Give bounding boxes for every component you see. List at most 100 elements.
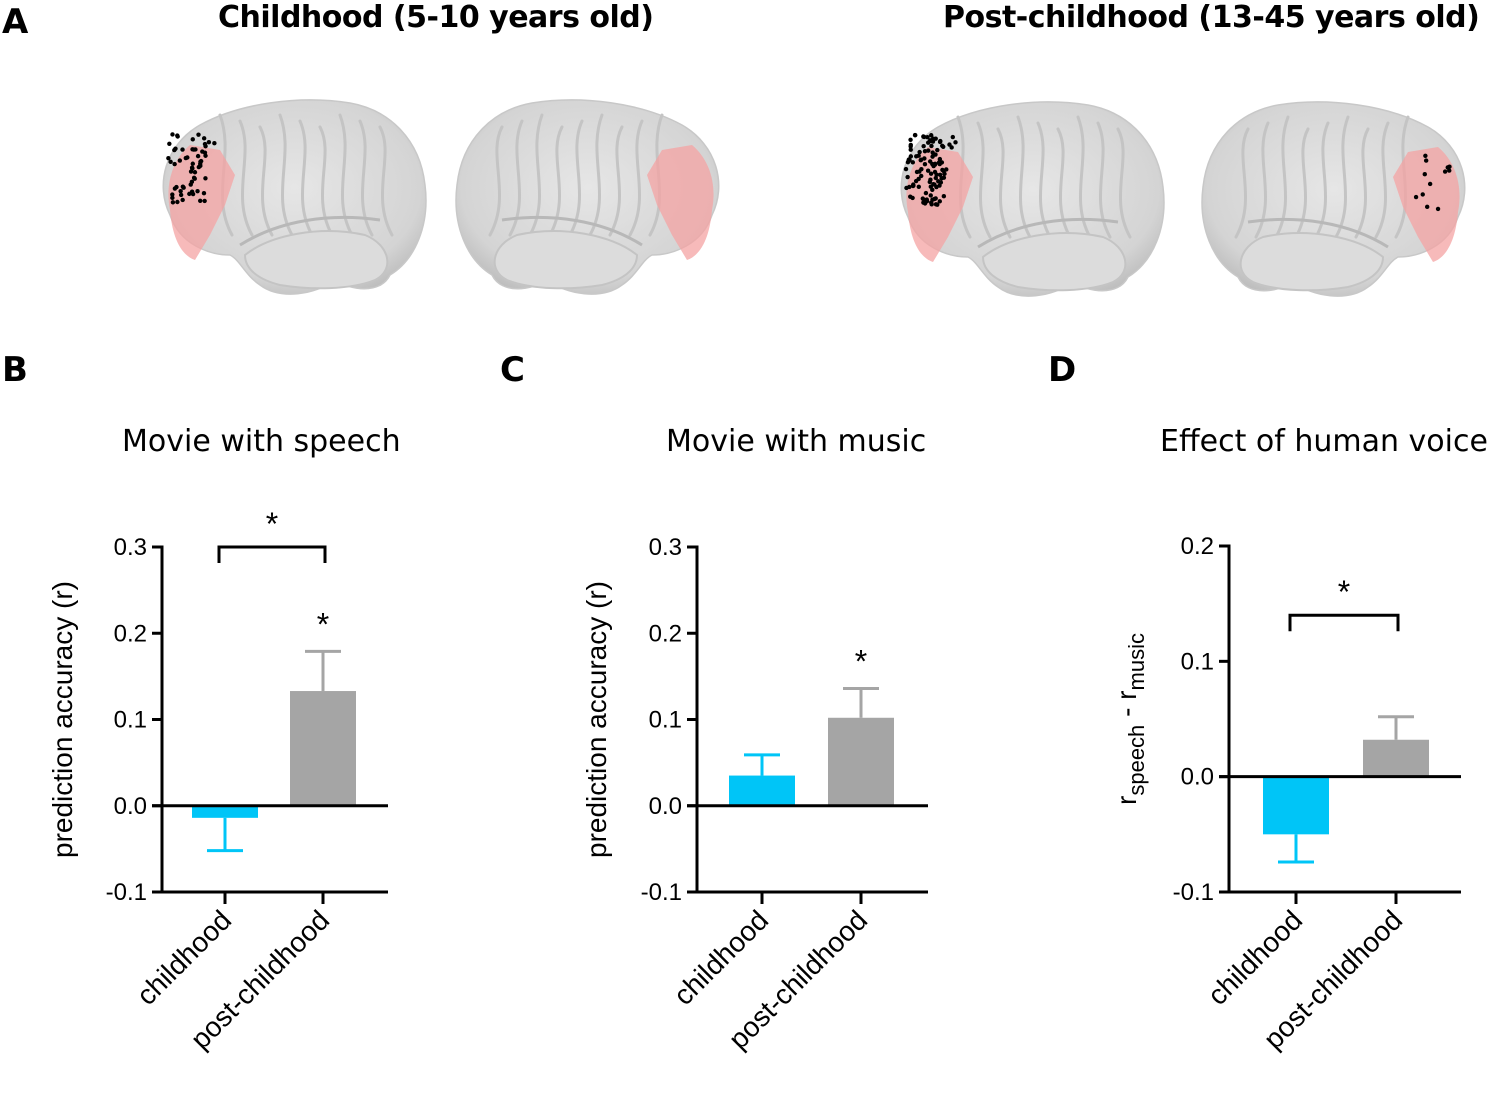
panel-c-letter: C	[500, 350, 525, 390]
electrode-dot	[924, 197, 929, 202]
significance-bracket	[217, 545, 327, 563]
electrode-dot	[918, 173, 924, 179]
electrode-dot	[190, 137, 195, 142]
y-tick-label: -0.1	[106, 879, 147, 906]
gyrus-line	[1374, 121, 1390, 239]
y-label-r1: r	[1111, 796, 1142, 805]
y-label-minus: -	[1111, 700, 1142, 725]
electrode-dot	[935, 147, 940, 153]
panel-d-letter: D	[1048, 350, 1077, 390]
electrode-dot	[187, 191, 192, 197]
electrode-dot	[195, 188, 200, 194]
electrode-dot	[929, 133, 934, 138]
electrode-dot	[921, 143, 926, 149]
electrode-dot	[180, 184, 186, 189]
gyrus-line	[628, 119, 644, 237]
electrode-dot	[953, 140, 958, 145]
electrode-dot	[925, 168, 931, 173]
electrode-dot	[922, 201, 928, 206]
childhood-brain-title: Childhood (5-10 years old)	[218, 0, 654, 35]
electrode-dot	[907, 184, 912, 190]
y-tick-label: 0.3	[649, 534, 682, 561]
gyrus-line	[588, 113, 604, 237]
electrode-dot	[1413, 194, 1419, 200]
temporal-lobe	[493, 230, 639, 290]
gyrus-line	[1016, 115, 1032, 239]
electrode-dot	[198, 163, 203, 169]
y-tick-label: 0.3	[114, 534, 147, 561]
electrode-dot	[175, 133, 180, 138]
sylvian-fissure	[977, 217, 1119, 249]
electrode-dot	[203, 153, 208, 158]
electrode-dot	[930, 154, 935, 159]
gyrus-line	[488, 125, 504, 237]
electrode-dot	[190, 191, 196, 197]
y-tick-label: 0.2	[1181, 533, 1214, 560]
electrode-dot	[937, 172, 943, 177]
childhood-right-brain	[455, 99, 720, 295]
electrode-dot	[1445, 165, 1450, 170]
electrode-dot	[1427, 181, 1433, 187]
electrode-dot	[930, 187, 935, 192]
frontal-region-highlight	[1393, 147, 1460, 262]
electrode-dot	[941, 175, 947, 180]
electrode-dot	[191, 147, 197, 152]
childhood-left-brain	[162, 99, 427, 295]
electrode-dot	[189, 165, 195, 170]
electrode-dot	[922, 156, 927, 161]
electrode-dot	[933, 175, 938, 181]
electrode-dot	[908, 142, 913, 148]
gyrus-line	[1294, 127, 1310, 239]
significance-star-bracket: *	[1338, 574, 1350, 610]
electrode-dot	[190, 161, 195, 166]
electrode-dot	[170, 195, 175, 201]
gyrus-line	[1234, 127, 1250, 239]
electrode-dot	[936, 179, 941, 184]
electrode-dot	[1423, 153, 1428, 158]
electrode-dot	[921, 134, 927, 140]
electrode-dot	[170, 192, 175, 197]
electrode-dot	[928, 171, 934, 176]
y-tick-label: -0.1	[1173, 879, 1214, 906]
y-tick-label: 0.0	[114, 793, 147, 820]
electrode-dot	[927, 179, 932, 185]
gyrus-line	[358, 119, 374, 237]
electrode-dot	[925, 135, 930, 140]
electrode-dot	[198, 198, 203, 203]
bar-childhood	[729, 775, 795, 806]
post-childhood-left-brain	[900, 101, 1165, 297]
electrode-dot	[201, 136, 207, 141]
frontal-region-highlight	[168, 145, 235, 260]
panel-b-letter: B	[2, 350, 28, 390]
gyrus-line	[1354, 127, 1370, 239]
electrode-dot	[932, 169, 938, 175]
frontal-region-highlight	[647, 145, 714, 260]
bar-post-childhood	[1363, 739, 1429, 777]
electrode-dot	[1420, 192, 1425, 197]
electrode-dot	[935, 202, 940, 207]
electrode-dot	[168, 159, 173, 165]
post-childhood-right-brain	[1201, 101, 1466, 297]
y-label-sub-music: music	[1124, 633, 1149, 690]
electrode-dot	[929, 202, 934, 207]
electrode-dot	[191, 175, 197, 181]
electrode-dot	[928, 193, 933, 198]
electrode-dot	[906, 157, 912, 162]
gyrus-line	[278, 113, 294, 237]
electrode-dot	[203, 144, 208, 149]
gyrus-line	[1056, 127, 1072, 239]
y-axis-label: rspeech - rmusic	[1111, 633, 1149, 805]
electrode-dot	[192, 170, 198, 175]
electrode-dot	[950, 134, 956, 140]
electrode-dot	[212, 140, 217, 146]
electrode-dot	[917, 169, 922, 174]
electrode-dot	[172, 161, 177, 167]
electrode-dot	[922, 161, 928, 167]
gyrus-line	[1254, 121, 1270, 239]
significance-bracket	[1288, 613, 1400, 632]
bar-post-childhood	[828, 717, 894, 806]
electrode-dot	[200, 149, 205, 154]
electrode-dot	[175, 199, 180, 205]
bar-childhood	[1263, 776, 1329, 835]
y-tick-label: 0.1	[649, 707, 682, 734]
